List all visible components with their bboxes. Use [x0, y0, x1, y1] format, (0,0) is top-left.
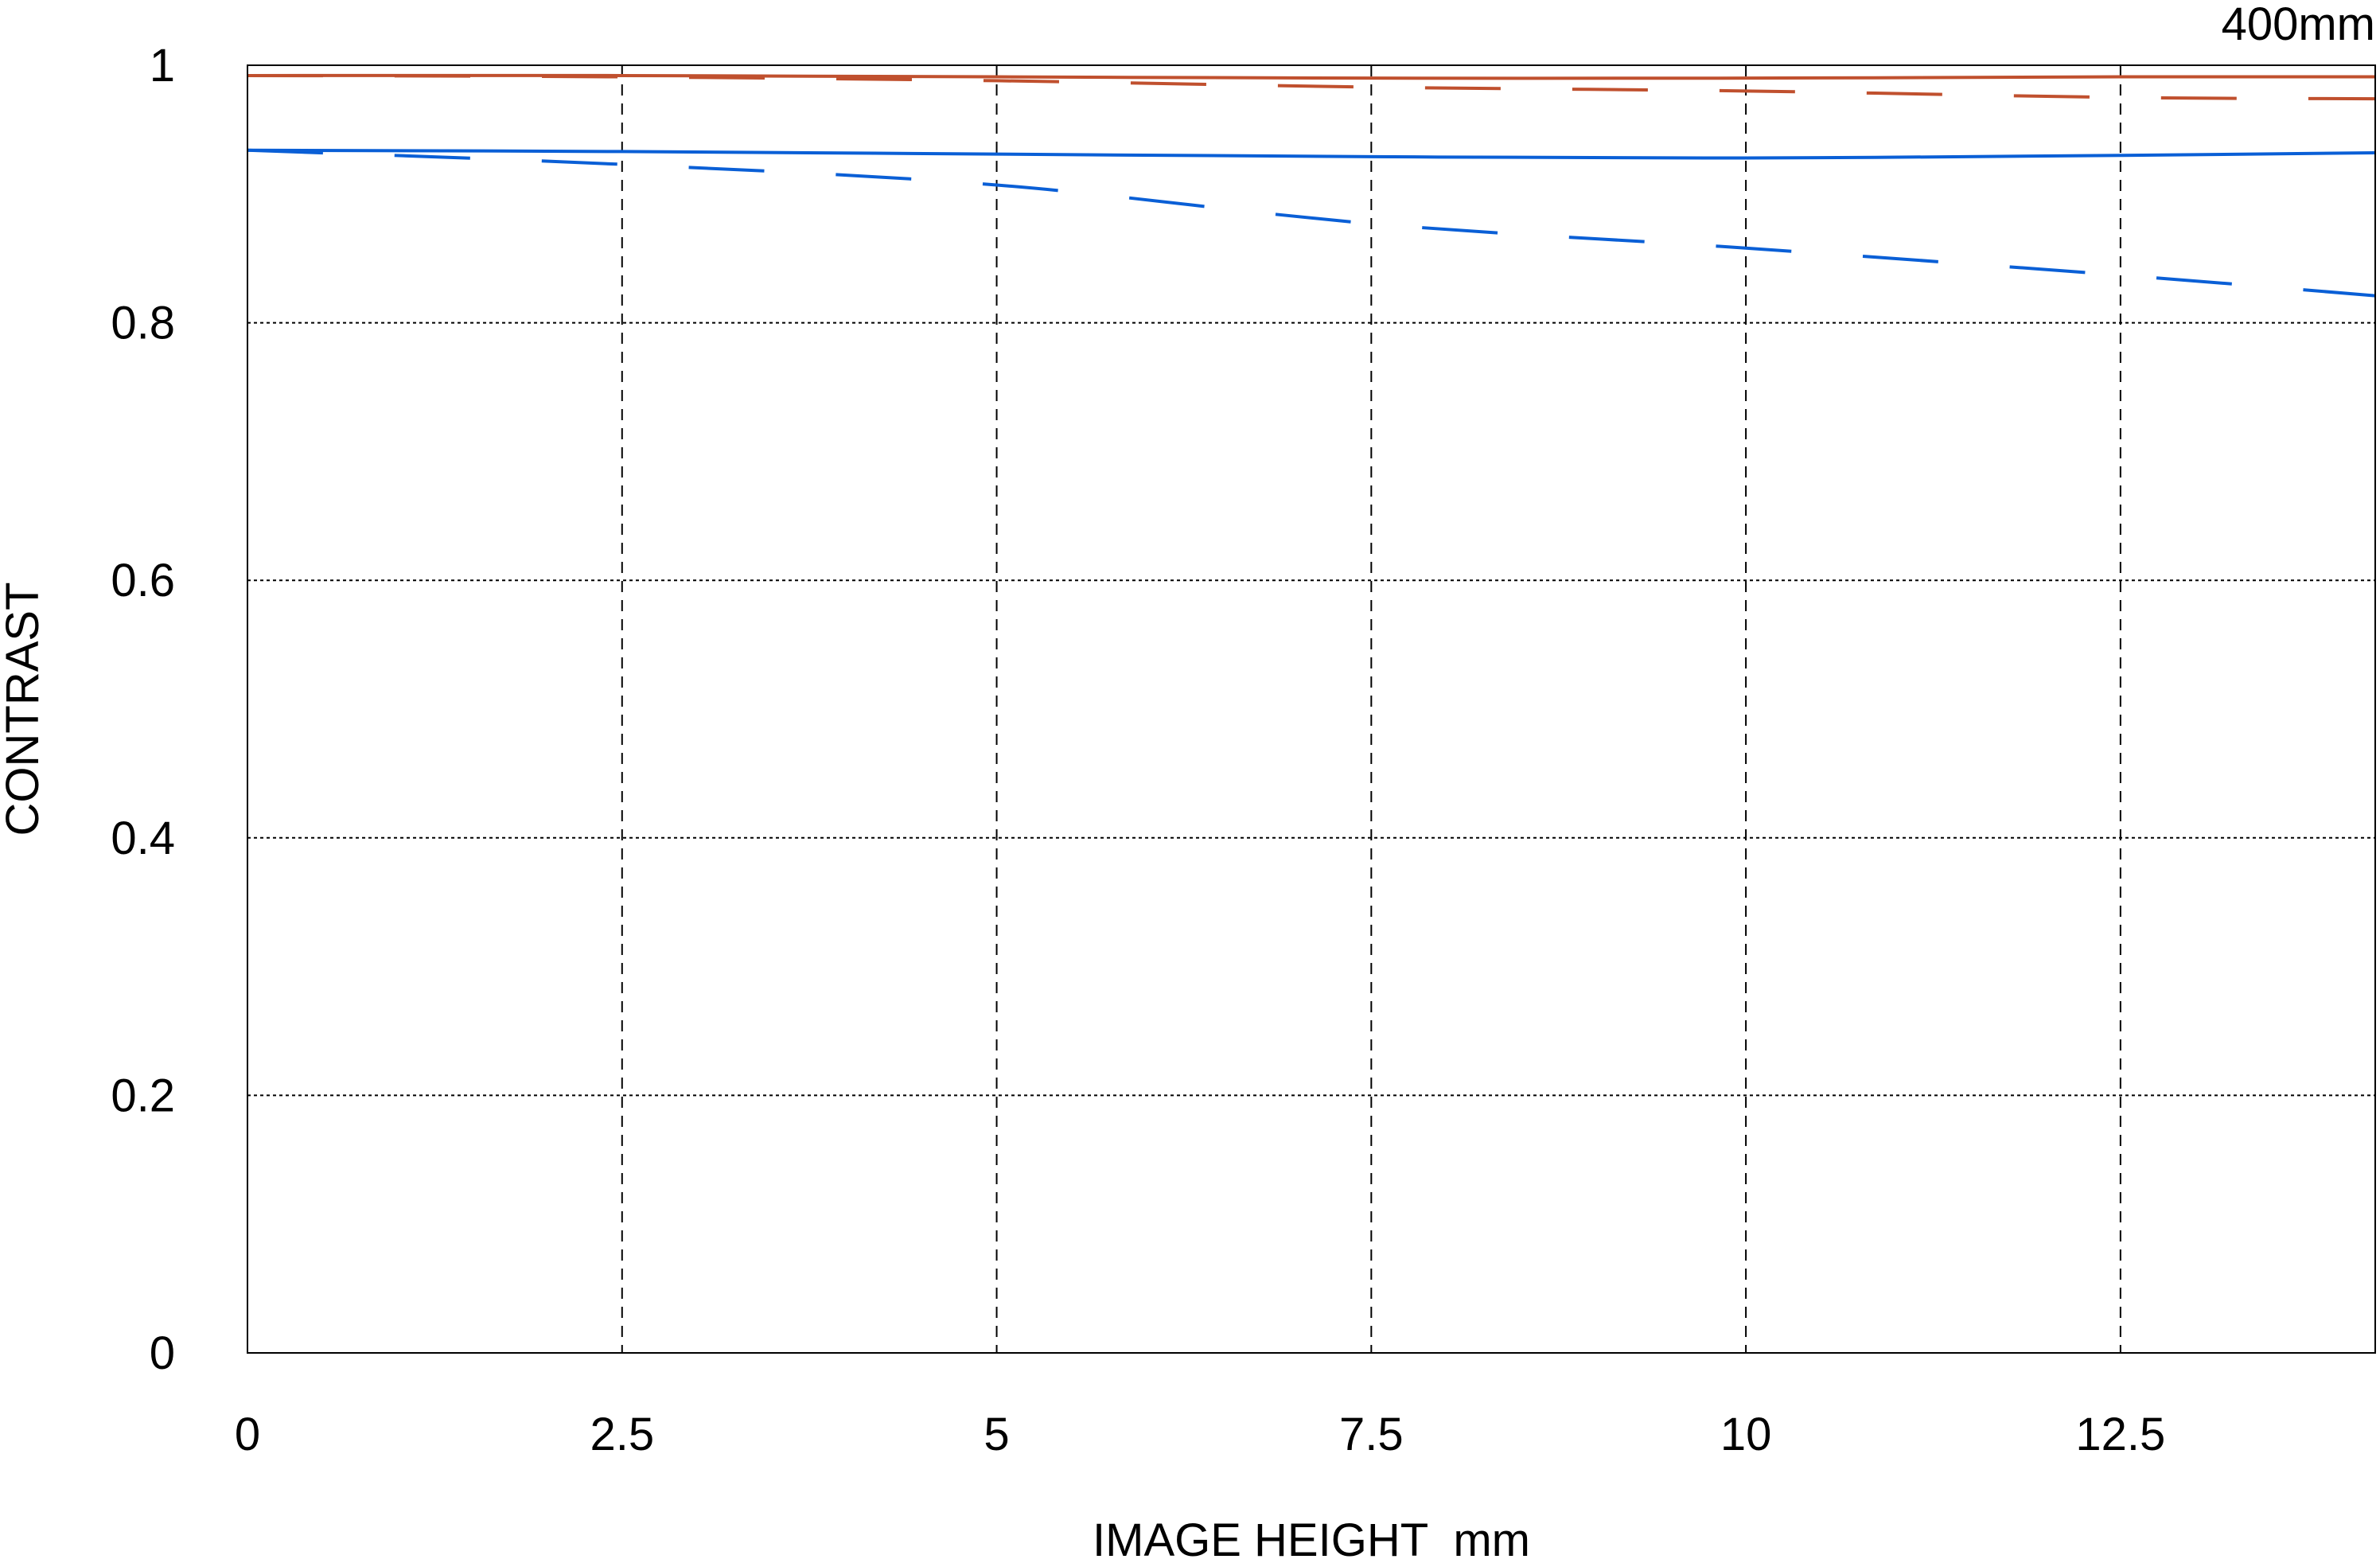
plot-frame: [247, 64, 2376, 1354]
x-tick-label: 5: [984, 1409, 1009, 1460]
x-tick-labels: 0 2.5 5 7.5 10 12.5: [235, 1409, 2165, 1460]
y-tick-labels: 0 0.2 0.4 0.6 0.8 1: [111, 40, 175, 1379]
series-line-3: [247, 148, 2376, 160]
y-tick-label: 0.8: [111, 298, 175, 349]
series-line-2: [247, 73, 2376, 101]
grid: [247, 65, 2375, 1353]
x-tick-label: 10: [1720, 1409, 1772, 1460]
x-tick-label: 2.5: [590, 1409, 654, 1460]
series-line-4: [247, 148, 2376, 298]
series-line-1: [247, 73, 2376, 80]
x-tick-label: 0: [235, 1409, 260, 1460]
x-tick-label: 12.5: [2075, 1409, 2165, 1460]
y-tick-label: 0: [150, 1327, 175, 1379]
y-axis-label: CONTRAST: [0, 583, 49, 836]
x-tick-label: 7.5: [1339, 1409, 1404, 1460]
y-tick-label: 0.4: [111, 813, 175, 864]
series-lines: [247, 73, 2376, 298]
y-tick-label: 1: [150, 40, 175, 92]
chart-title: 400mm: [2222, 0, 2375, 50]
y-tick-label: 0.6: [111, 555, 175, 606]
x-axis-label: IMAGE HEIGHT mm: [1093, 1514, 1530, 1563]
y-tick-label: 0.2: [111, 1070, 175, 1121]
